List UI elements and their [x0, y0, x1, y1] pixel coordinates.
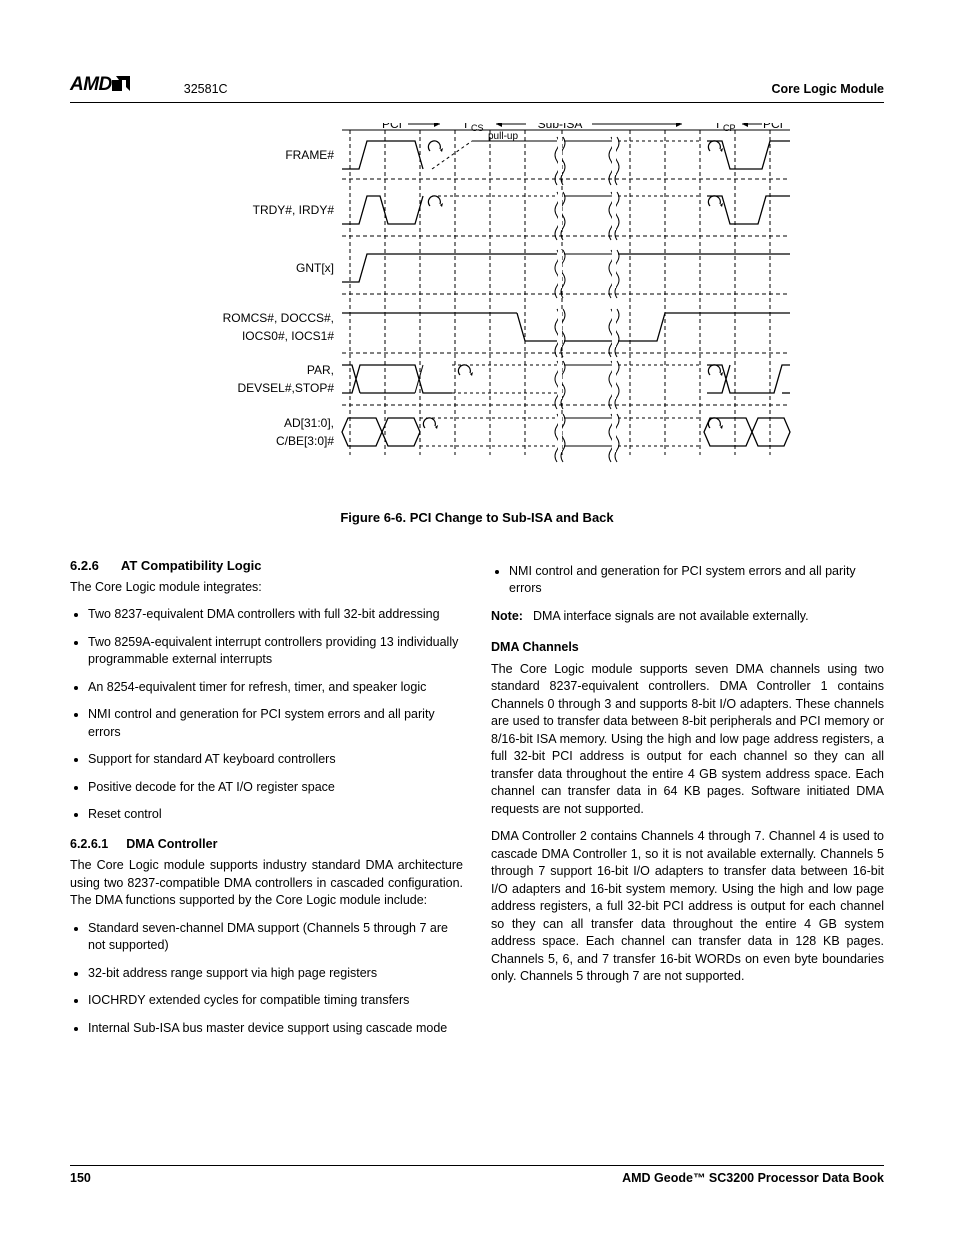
svg-text:ROMCS#, DOCCS#,: ROMCS#, DOCCS#,	[223, 311, 334, 325]
page-number: 150	[70, 1170, 91, 1188]
dma-channels-heading: DMA Channels	[491, 639, 884, 657]
svg-text:pull-up: pull-up	[488, 131, 518, 142]
list-item: Positive decode for the AT I/O register …	[88, 779, 463, 797]
svg-text:PCI: PCI	[382, 123, 402, 131]
note-label: Note:	[491, 608, 523, 626]
subsection-bullets: Standard seven-channel DMA support (Chan…	[70, 920, 463, 1038]
list-item: IOCHRDY extended cycles for compatible t…	[88, 992, 463, 1010]
subsection-title: DMA Controller	[126, 837, 217, 851]
body-columns: 6.2.6 AT Compatibility Logic The Core Log…	[70, 557, 884, 1048]
svg-text:T: T	[462, 123, 470, 131]
svg-text:PCI: PCI	[763, 123, 783, 131]
list-item: An 8254-equivalent timer for refresh, ti…	[88, 679, 463, 697]
logo: AMD	[70, 72, 130, 99]
list-item: Standard seven-channel DMA support (Chan…	[88, 920, 463, 955]
svg-text:TRDY#, IRDY#: TRDY#, IRDY#	[253, 203, 335, 217]
subsection-heading: 6.2.6.1 DMA Controller	[70, 836, 463, 854]
timing-diagram: PCITCSSub-ISATCPPCIFRAME#TRDY#, IRDY#GNT…	[162, 123, 792, 481]
svg-text:T: T	[714, 123, 722, 131]
header-title: Core Logic Module	[772, 81, 885, 99]
footer: 150 AMD Geode™ SC3200 Processor Data Boo…	[70, 1165, 884, 1188]
svg-text:C/BE[3:0]#: C/BE[3:0]#	[276, 434, 334, 448]
svg-text:Sub-ISA: Sub-ISA	[538, 123, 583, 131]
section-bullets: Two 8237-equivalent DMA controllers with…	[70, 606, 463, 824]
list-item: Support for standard AT keyboard control…	[88, 751, 463, 769]
svg-text:AD[31:0],: AD[31:0],	[284, 416, 334, 430]
section-heading: 6.2.6 AT Compatibility Logic	[70, 557, 463, 575]
column-right: NMI control and generation for PCI syste…	[491, 557, 884, 1048]
subsection-intro: The Core Logic module supports industry …	[70, 857, 463, 910]
list-item: NMI control and generation for PCI syste…	[88, 706, 463, 741]
note-text: DMA interface signals are not available …	[533, 609, 809, 623]
subsection-number: 6.2.6.1	[70, 836, 108, 854]
svg-text:CS: CS	[471, 123, 484, 133]
column-left: 6.2.6 AT Compatibility Logic The Core Log…	[70, 557, 463, 1048]
doc-number: 32581C	[184, 81, 228, 99]
header-left: AMD 32581C	[70, 72, 228, 99]
list-item: Two 8237-equivalent DMA controllers with…	[88, 606, 463, 624]
note: Note: DMA interface signals are not avail…	[491, 608, 884, 626]
svg-text:PAR,: PAR,	[307, 363, 334, 377]
figure-caption: Figure 6-6. PCI Change to Sub-ISA and Ba…	[70, 509, 884, 527]
svg-text:GNT[x]: GNT[x]	[296, 261, 334, 275]
svg-text:FRAME#: FRAME#	[285, 148, 334, 162]
svg-text:CP: CP	[723, 123, 736, 133]
col2-bullets: NMI control and generation for PCI syste…	[491, 563, 884, 598]
dma-paragraph-1: The Core Logic module supports seven DMA…	[491, 661, 884, 819]
list-item: Reset control	[88, 806, 463, 824]
section-intro: The Core Logic module integrates:	[70, 579, 463, 597]
list-item: Internal Sub-ISA bus master device suppo…	[88, 1020, 463, 1038]
header: AMD 32581C Core Logic Module	[70, 72, 884, 103]
list-item: 32-bit address range support via high pa…	[88, 965, 463, 983]
dma-paragraph-2: DMA Controller 2 contains Channels 4 thr…	[491, 828, 884, 986]
list-item: Two 8259A-equivalent interrupt controlle…	[88, 634, 463, 669]
list-item: NMI control and generation for PCI syste…	[509, 563, 884, 598]
svg-text:DEVSEL#,STOP#: DEVSEL#,STOP#	[238, 381, 335, 395]
section-number: 6.2.6	[70, 557, 99, 575]
section-title: AT Compatibility Logic	[121, 558, 262, 573]
page: AMD 32581C Core Logic Module PCITCSSub-I…	[0, 0, 954, 1235]
svg-text:IOCS0#, IOCS1#: IOCS0#, IOCS1#	[242, 329, 334, 343]
figure: PCITCSSub-ISATCPPCIFRAME#TRDY#, IRDY#GNT…	[70, 123, 884, 527]
book-title: AMD Geode™ SC3200 Processor Data Book	[622, 1170, 884, 1188]
